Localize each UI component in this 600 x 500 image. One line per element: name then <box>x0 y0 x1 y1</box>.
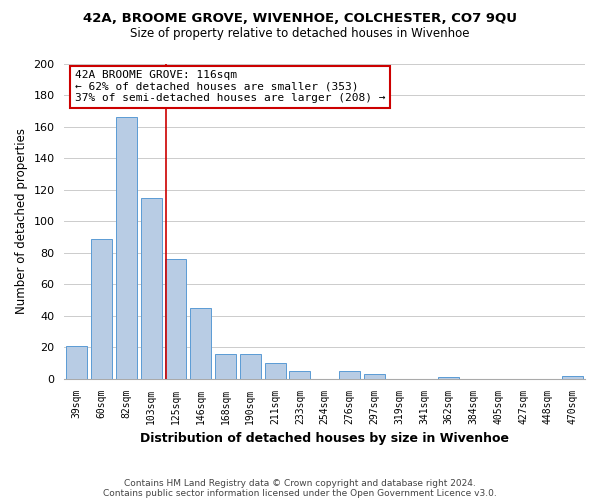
Text: 42A, BROOME GROVE, WIVENHOE, COLCHESTER, CO7 9QU: 42A, BROOME GROVE, WIVENHOE, COLCHESTER,… <box>83 12 517 26</box>
Bar <box>339 371 360 378</box>
Bar <box>438 377 459 378</box>
Bar <box>91 238 112 378</box>
Text: Size of property relative to detached houses in Wivenhoe: Size of property relative to detached ho… <box>130 28 470 40</box>
Bar <box>140 198 162 378</box>
Y-axis label: Number of detached properties: Number of detached properties <box>15 128 28 314</box>
Bar <box>116 118 137 378</box>
Text: Contains public sector information licensed under the Open Government Licence v3: Contains public sector information licen… <box>103 488 497 498</box>
Text: Contains HM Land Registry data © Crown copyright and database right 2024.: Contains HM Land Registry data © Crown c… <box>124 478 476 488</box>
Text: 42A BROOME GROVE: 116sqm
← 62% of detached houses are smaller (353)
37% of semi-: 42A BROOME GROVE: 116sqm ← 62% of detach… <box>75 70 385 104</box>
Bar <box>215 354 236 378</box>
X-axis label: Distribution of detached houses by size in Wivenhoe: Distribution of detached houses by size … <box>140 432 509 445</box>
Bar <box>289 371 310 378</box>
Bar <box>240 354 261 378</box>
Bar <box>364 374 385 378</box>
Bar <box>265 363 286 378</box>
Bar <box>190 308 211 378</box>
Bar <box>562 376 583 378</box>
Bar <box>66 346 88 378</box>
Bar <box>166 259 187 378</box>
